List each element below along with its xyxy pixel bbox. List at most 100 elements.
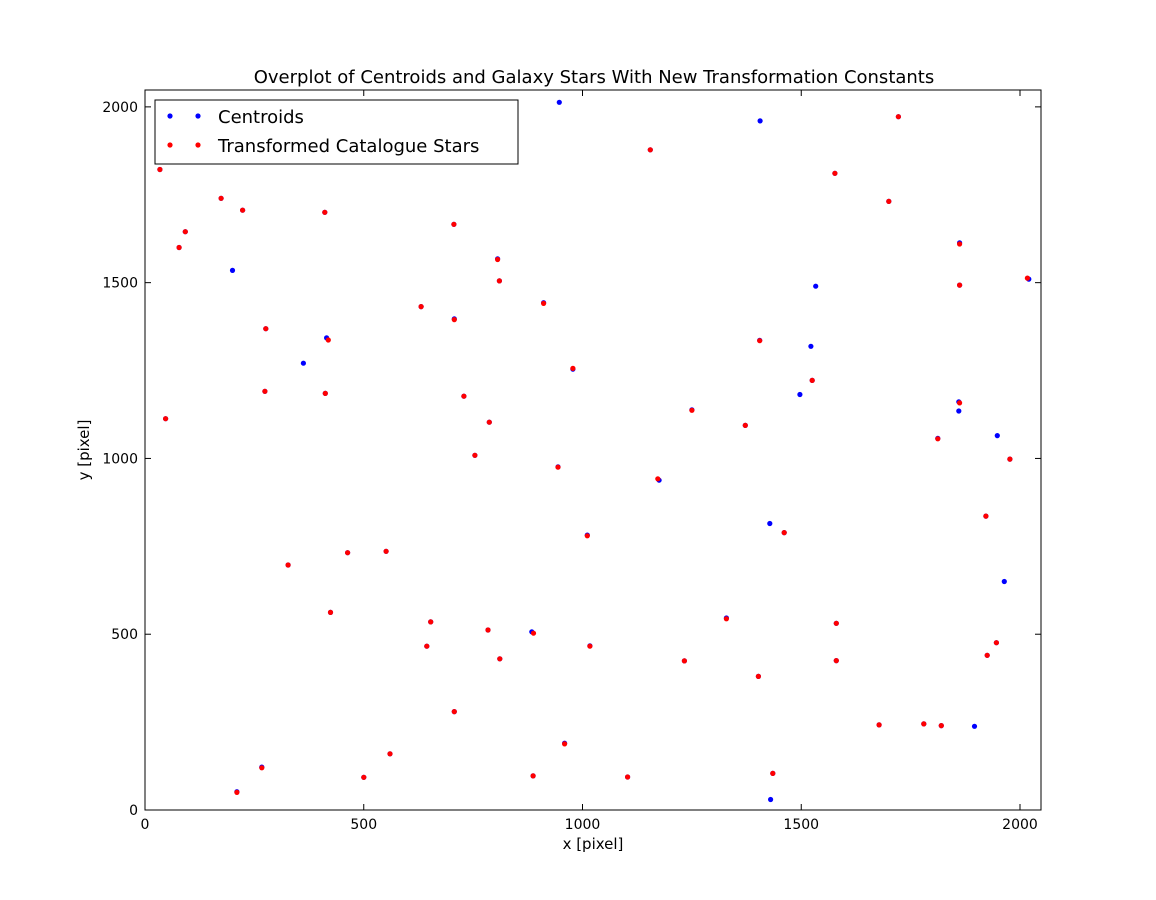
catalogue-star-point-22 bbox=[570, 365, 576, 371]
x-tick-label-500: 500 bbox=[350, 817, 377, 833]
centroid-point-0 bbox=[556, 99, 562, 105]
catalogue-star-point-23 bbox=[809, 377, 815, 383]
chart-title: Overplot of Centroids and Galaxy Stars W… bbox=[254, 67, 935, 88]
catalogue-star-point-33 bbox=[472, 452, 478, 458]
catalogue-star-point-42 bbox=[285, 562, 291, 568]
x-axis-label: x [pixel] bbox=[563, 835, 624, 853]
catalogue-star-point-49 bbox=[587, 643, 593, 649]
catalogue-star-point-40 bbox=[345, 550, 351, 556]
ticks-layer: 0 500 1000 1500 2000 0 500 1000 1500 2000 bbox=[102, 90, 1041, 833]
catalogue-star-point-63 bbox=[259, 765, 265, 771]
catalogue-star-point-37 bbox=[983, 513, 989, 519]
y-tick-label-500: 500 bbox=[111, 627, 138, 643]
y-tick-label-1500: 1500 bbox=[102, 276, 138, 292]
centroid-point-36 bbox=[956, 408, 962, 414]
catalogue-star-point-6 bbox=[240, 207, 246, 213]
catalogue-star-point-57 bbox=[451, 709, 457, 715]
catalogue-star-point-36 bbox=[655, 476, 661, 482]
centroid-point-47 bbox=[767, 520, 773, 527]
centroid-point-81 bbox=[768, 796, 774, 803]
catalogue-star-point-35 bbox=[555, 464, 561, 470]
centroid-point-41 bbox=[994, 433, 1000, 439]
catalogue-star-point-2 bbox=[157, 166, 163, 173]
legend-marker-stars-left bbox=[167, 142, 173, 148]
catalogue-star-point-38 bbox=[781, 530, 787, 536]
centroid-point-27 bbox=[300, 360, 306, 366]
catalogue-star-point-48 bbox=[530, 630, 537, 636]
catalogue-star-point-24 bbox=[262, 388, 268, 394]
catalogue-star-point-1 bbox=[895, 114, 902, 120]
legend-frame bbox=[154, 99, 519, 165]
catalogue-star-point-47 bbox=[485, 627, 491, 633]
y-axis-label: y [pixel] bbox=[75, 420, 93, 481]
catalogue-star-point-45 bbox=[723, 616, 730, 622]
catalogue-star-point-3 bbox=[832, 170, 838, 176]
centroid-point-1 bbox=[757, 118, 763, 124]
catalogue-star-point-5 bbox=[886, 198, 892, 204]
catalogue-star-point-39 bbox=[584, 533, 590, 539]
legend-marker-centroids-left bbox=[167, 113, 173, 119]
centroid-point-15 bbox=[229, 267, 236, 273]
catalogue-star-point-12 bbox=[495, 256, 501, 263]
centroid-point-72 bbox=[971, 723, 978, 729]
points-layer bbox=[157, 99, 1032, 803]
x-tick-label-1500: 1500 bbox=[783, 817, 819, 833]
catalogue-star-point-14 bbox=[496, 278, 502, 284]
x-tick-label-1000: 1000 bbox=[565, 817, 601, 833]
y-tick-label-2000: 2000 bbox=[102, 100, 138, 116]
legend: Centroids Transformed Catalogue Stars bbox=[154, 99, 519, 165]
catalogue-star-point-21 bbox=[757, 338, 763, 344]
catalogue-star-point-10 bbox=[957, 241, 963, 247]
catalogue-star-point-18 bbox=[451, 317, 457, 323]
catalogue-star-point-62 bbox=[387, 751, 393, 757]
centroid-point-31 bbox=[797, 391, 803, 398]
catalogue-star-point-61 bbox=[562, 741, 568, 747]
catalogue-star-point-13 bbox=[1024, 275, 1030, 281]
catalogue-star-point-15 bbox=[957, 282, 963, 288]
y-tick-label-1000: 1000 bbox=[102, 451, 138, 467]
catalogue-star-point-27 bbox=[957, 400, 963, 406]
catalogue-star-point-34 bbox=[1007, 456, 1013, 462]
catalogue-star-point-30 bbox=[486, 419, 492, 425]
catalogue-star-point-44 bbox=[428, 619, 434, 625]
catalogue-star-point-31 bbox=[742, 422, 748, 428]
catalogue-star-point-29 bbox=[163, 416, 169, 422]
catalogue-star-point-67 bbox=[625, 774, 631, 780]
legend-marker-stars-right bbox=[195, 142, 201, 148]
catalogue-star-point-51 bbox=[424, 643, 430, 649]
catalogue-star-point-7 bbox=[322, 209, 328, 215]
legend-label-centroids: Centroids bbox=[218, 107, 304, 128]
centroid-point-26 bbox=[808, 343, 814, 349]
catalogue-star-point-58 bbox=[876, 722, 882, 728]
catalogue-star-point-32 bbox=[935, 436, 941, 442]
catalogue-star-point-28 bbox=[689, 407, 695, 413]
catalogue-star-point-9 bbox=[182, 229, 188, 235]
catalogue-star-point-4 bbox=[218, 195, 224, 201]
catalogue-star-point-53 bbox=[497, 656, 503, 662]
catalogue-star-point-25 bbox=[322, 390, 328, 396]
catalogue-star-point-26 bbox=[461, 393, 467, 399]
catalogue-star-point-17 bbox=[418, 304, 424, 310]
catalogue-star-point-55 bbox=[984, 652, 990, 658]
catalogue-star-point-41 bbox=[383, 548, 389, 554]
catalogue-star-point-43 bbox=[327, 609, 334, 616]
catalogue-star-point-50 bbox=[993, 640, 1000, 646]
catalogue-star-point-59 bbox=[921, 721, 927, 727]
catalogue-star-point-19 bbox=[263, 326, 269, 332]
catalogue-star-point-11 bbox=[176, 244, 182, 251]
catalogue-star-point-68 bbox=[234, 789, 240, 796]
y-tick-label-0: 0 bbox=[129, 803, 138, 819]
centroid-point-53 bbox=[1001, 578, 1007, 585]
catalogue-star-point-66 bbox=[530, 773, 536, 779]
catalogue-star-point-54 bbox=[833, 658, 839, 664]
catalogue-star-point-16 bbox=[541, 300, 547, 306]
plot-frame bbox=[144, 89, 1042, 811]
catalogue-star-point-64 bbox=[770, 770, 776, 777]
centroid-point-19 bbox=[813, 283, 819, 289]
legend-marker-centroids-right bbox=[195, 113, 201, 119]
legend-label-stars: Transformed Catalogue Stars bbox=[217, 136, 479, 157]
catalogue-star-point-56 bbox=[755, 673, 762, 680]
x-tick-label-0: 0 bbox=[141, 817, 150, 833]
catalogue-star-point-52 bbox=[681, 658, 688, 664]
